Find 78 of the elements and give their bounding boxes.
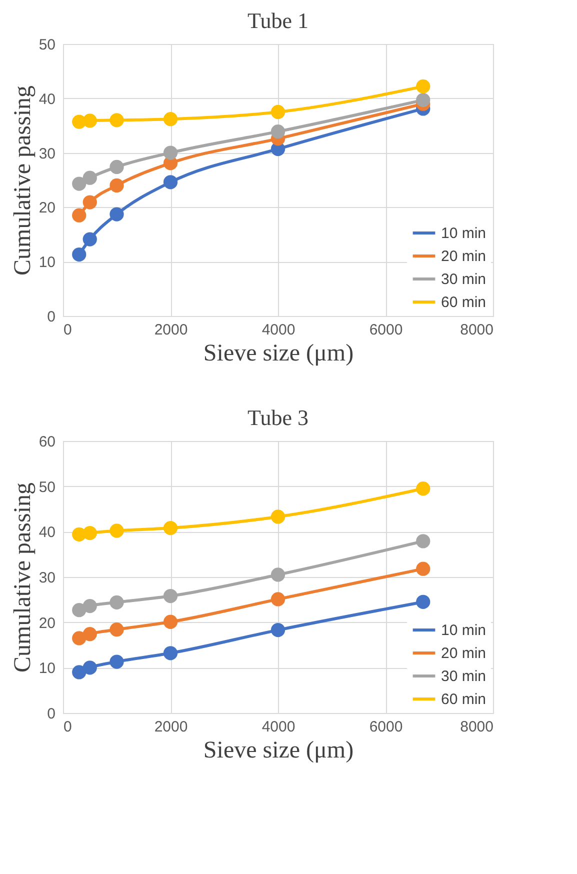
point (72, 176, 86, 191)
point (163, 588, 178, 604)
point (82, 114, 97, 128)
point (82, 526, 97, 540)
point (82, 195, 97, 210)
point (82, 660, 97, 675)
point (163, 175, 178, 190)
legend-label: 10 min (441, 622, 486, 639)
point (110, 113, 124, 128)
x-tick-label: 0 (64, 322, 72, 338)
point (163, 146, 178, 160)
point (72, 603, 86, 618)
x-tick-label: 4000 (262, 322, 296, 338)
point (416, 562, 430, 576)
x-tick-label: 8000 (460, 322, 494, 338)
x-axis-title: Sieve size (μm) (203, 340, 354, 366)
legend-label: 30 min (441, 668, 486, 685)
y-tick-label: 40 (38, 90, 56, 108)
point (110, 595, 124, 610)
point (416, 482, 430, 496)
y-tick-label: 30 (38, 145, 56, 162)
point (416, 79, 430, 94)
point (82, 627, 97, 642)
y-tick-label: 10 (38, 254, 56, 272)
point (72, 665, 86, 680)
point (72, 208, 86, 222)
x-tick-label: 0 (64, 718, 72, 736)
point (270, 510, 286, 524)
y-axis-title: Cumulative passing (10, 482, 36, 672)
point (110, 207, 124, 222)
point (270, 592, 286, 606)
y-tick-label: 50 (38, 478, 56, 496)
y-tick-label: 0 (47, 308, 56, 326)
point (416, 594, 430, 609)
x-axis-title: Sieve size (μm) (203, 738, 354, 764)
point (110, 622, 124, 637)
x-tick-label: 8000 (460, 718, 494, 736)
point (270, 568, 286, 582)
point (163, 520, 178, 536)
point (416, 534, 430, 548)
legend-label: 20 min (441, 248, 486, 265)
point (72, 631, 86, 646)
y-tick-label: 20 (38, 614, 56, 632)
point (110, 178, 124, 192)
legend-label: 30 min (441, 271, 486, 288)
x-tick-label: 2000 (154, 718, 188, 736)
legend-label: 10 min (441, 225, 486, 242)
x-tick-label: 6000 (369, 322, 403, 338)
chart-title: Tube 1 (248, 8, 308, 33)
point (82, 232, 97, 246)
y-tick-label: 0 (47, 706, 56, 722)
point (416, 92, 430, 108)
point (270, 124, 286, 139)
point (163, 614, 178, 629)
y-axis-title: Cumulative passing (10, 86, 36, 276)
y-tick-label: 60 (38, 434, 56, 450)
point (82, 598, 97, 614)
point (163, 646, 178, 660)
chart-title: Tube 3 (248, 405, 308, 430)
y-tick-label: 20 (38, 200, 56, 217)
legend-label: 20 min (441, 645, 486, 662)
y-tick-label: 30 (38, 570, 56, 586)
y-tick-label: 50 (38, 36, 56, 54)
x-tick-label: 2000 (154, 322, 188, 338)
point (110, 160, 124, 174)
legend-label: 60 min (441, 294, 486, 311)
x-tick-label: 6000 (369, 718, 403, 736)
point (110, 524, 124, 538)
point (270, 104, 286, 120)
point (110, 654, 124, 669)
y-tick-label: 40 (38, 524, 56, 542)
y-tick-label: 10 (38, 660, 56, 678)
point (270, 622, 286, 638)
x-tick-label: 4000 (262, 718, 296, 736)
legend-label: 60 min (441, 691, 486, 708)
point (72, 247, 86, 262)
point (163, 112, 178, 126)
point (82, 170, 97, 185)
